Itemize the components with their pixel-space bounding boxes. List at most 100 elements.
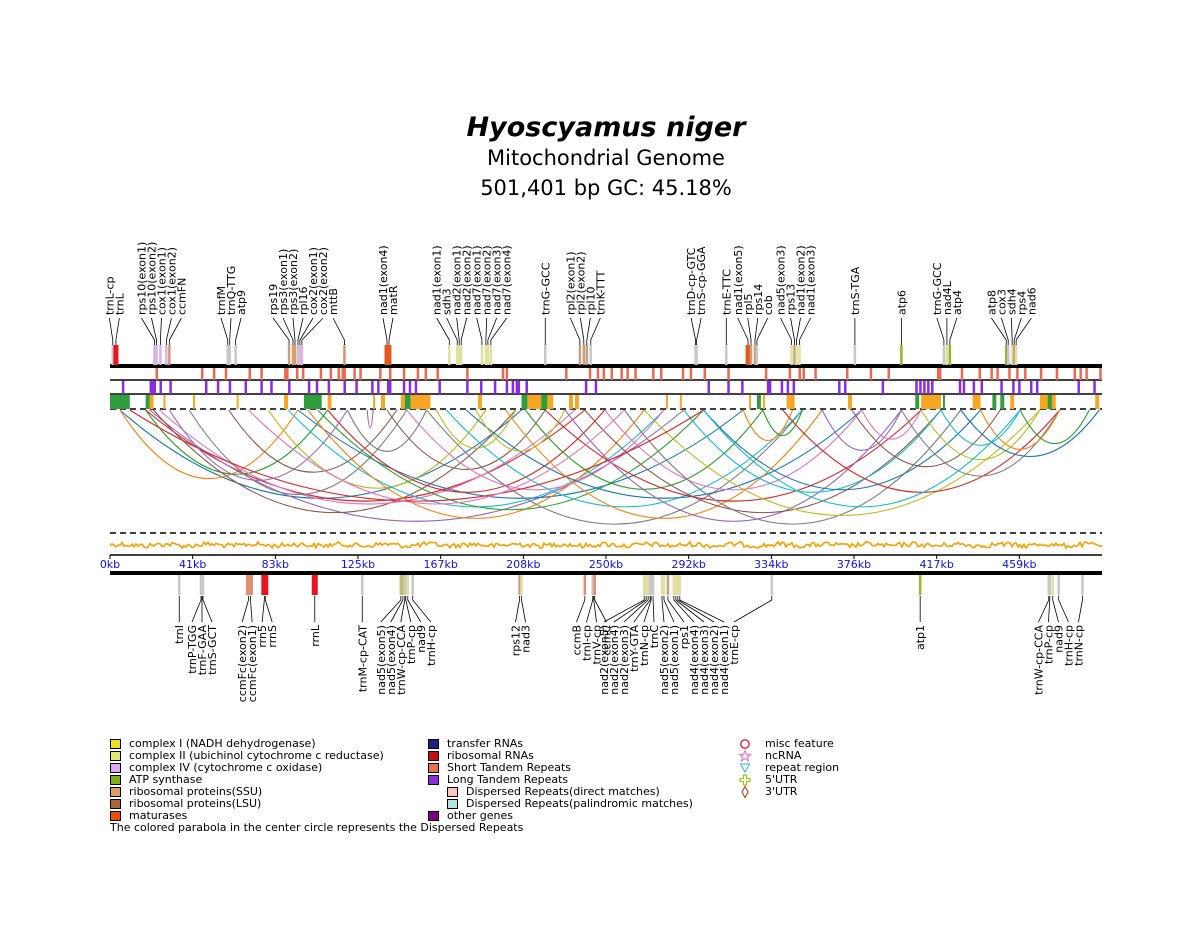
- long-tandem-repeat: [228, 381, 232, 394]
- genome-subtitle: Mitochondrial Genome: [487, 146, 725, 170]
- dispersed-palindromic-repeat: [1047, 395, 1052, 409]
- gene-leader-line: [576, 599, 586, 623]
- gene-label: trnP-cp: [1042, 625, 1055, 664]
- gene-leader-line: [490, 317, 508, 341]
- repeat-arc: [564, 409, 902, 522]
- repeat-arc: [544, 409, 922, 502]
- bottom-gene-feature: nad2(exon3): [618, 575, 650, 695]
- legend-label: maturases: [129, 809, 188, 822]
- gene-leader-line: [191, 599, 202, 623]
- repeat-arc: [386, 409, 546, 470]
- gene-leader-line: [282, 317, 294, 341]
- bottom-gene-feature: nad5(exon1): [662, 575, 681, 695]
- gene-block: [113, 345, 119, 365]
- gene-block: [177, 575, 181, 595]
- gene-block: [646, 575, 650, 595]
- gene-leader-line: [292, 317, 296, 341]
- dispersed-direct-repeat: [1010, 395, 1015, 409]
- short-tandem-repeat: [295, 368, 299, 380]
- repeat-arc: [643, 409, 1041, 516]
- gene-leader-line: [250, 599, 253, 623]
- top-gene-feature: rps3(exon1): [277, 249, 295, 365]
- gene-block: [401, 575, 405, 595]
- dispersed-direct-repeat: [236, 395, 239, 409]
- gene-block: [853, 345, 857, 365]
- top-gene-feature: atp9: [234, 290, 248, 365]
- axis-tick-label: 334kb: [754, 558, 788, 571]
- gene-block: [666, 575, 670, 595]
- gene-label: rpl5: [742, 293, 755, 315]
- short-tandem-repeat: [681, 368, 685, 380]
- gene-leader-line: [569, 317, 581, 341]
- dispersed-direct-repeat: [400, 395, 405, 409]
- long-tandem-repeat: [355, 381, 358, 394]
- top-gene-feature: trnQ-TTG: [225, 266, 238, 365]
- repeat-arc: [317, 409, 704, 511]
- gene-leader-line: [390, 599, 404, 623]
- gene-label: nad7(exon1): [471, 245, 484, 315]
- gene-label: cox2(exon2): [317, 247, 330, 315]
- top-gene-feature: atp8: [985, 290, 1008, 365]
- top-gene-feature: nad7(exon2): [481, 245, 494, 365]
- short-tandem-repeat: [869, 368, 873, 380]
- position-axis: 0kb 41kb 83kb 125kb 167kb 208kb 250kb 292kb 334k…: [100, 555, 1037, 571]
- top-gene-feature: rps3(exon2): [287, 249, 300, 365]
- axis-tick-label: 292kb: [671, 558, 705, 571]
- gene-label: nad5(exon2): [658, 625, 671, 695]
- top-gene-feature: rps19: [267, 284, 291, 365]
- gene-label: nad4(exon4): [688, 625, 701, 695]
- bottom-gene-feature: nad9: [1051, 575, 1065, 653]
- gene-leader-line: [633, 599, 651, 623]
- gene-block: [644, 575, 648, 595]
- short-tandem-repeat: [990, 368, 993, 380]
- gene-block: [1057, 575, 1060, 595]
- legend-label: transfer RNAs: [447, 737, 524, 750]
- gene-block: [296, 345, 300, 365]
- axis-tick-label: 376kb: [837, 558, 871, 571]
- gene-leader-line: [754, 317, 759, 341]
- short-tandem-repeat: [284, 368, 287, 380]
- axis-tick-label: 0kb: [100, 558, 120, 571]
- gene-label: trnP-cp: [405, 625, 418, 664]
- gene-leader-line: [108, 317, 114, 341]
- short-tandem-repeat: [1008, 368, 1011, 380]
- gene-leader-line: [241, 599, 249, 623]
- long-tandem-repeat: [525, 381, 528, 394]
- gene-label: rps4: [1015, 291, 1028, 315]
- gene-block: [247, 575, 253, 595]
- repeat-tracks: [110, 368, 1102, 410]
- gene-label: sdh4: [1005, 288, 1018, 315]
- gene-label: nad3: [520, 625, 533, 653]
- long-tandem-repeat: [408, 381, 412, 394]
- repeat-arc: [623, 409, 962, 525]
- gene-leader-line: [1038, 599, 1050, 623]
- top-gene-feature: cox1(exon2): [165, 247, 178, 365]
- long-tandem-repeat: [962, 381, 966, 394]
- gene-block: [486, 345, 490, 365]
- gene-leader-line: [690, 317, 697, 341]
- short-tandem-repeat: [155, 368, 159, 380]
- long-tandem-repeat: [768, 381, 772, 394]
- repeat-arc: [445, 409, 803, 508]
- bottom-gene-feature: nad5(exon5): [375, 575, 403, 695]
- axis-tick-label: 167kb: [423, 558, 457, 571]
- gene-label: trnI: [173, 625, 186, 644]
- axis-tick-label: 208kb: [506, 558, 540, 571]
- dispersed-direct-repeat: [373, 395, 376, 409]
- long-tandem-repeat: [1029, 381, 1033, 394]
- gene-label: nad1(exon4): [377, 245, 390, 315]
- repeat-arc: [960, 409, 1100, 457]
- long-tandem-repeat: [915, 381, 918, 394]
- repeat-arc: [435, 409, 517, 449]
- gene-label: trnW-cp-CCA: [395, 625, 408, 695]
- gene-leader-line: [677, 599, 715, 623]
- bottom-gene-feature: trnH-cp: [411, 575, 438, 666]
- gene-leader-line: [382, 317, 388, 341]
- bottom-gene-feature: trnC: [648, 575, 661, 648]
- long-tandem-repeat: [780, 381, 784, 394]
- gene-leader-line: [733, 599, 772, 623]
- gene-leader-line: [991, 317, 1007, 341]
- legend-swatch: [110, 787, 121, 797]
- long-tandem-repeat: [327, 381, 331, 394]
- gene-leader-line: [667, 599, 685, 623]
